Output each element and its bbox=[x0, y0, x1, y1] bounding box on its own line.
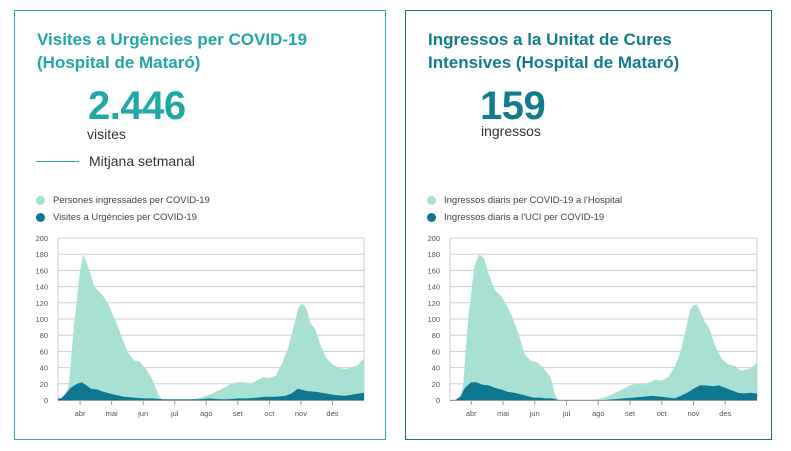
legend-item[interactable]: Visites a Urgències per COVID-19 bbox=[36, 209, 210, 226]
title-line-2: Intensives (Hospital de Mataró) bbox=[428, 53, 680, 72]
total-visits-value: 2.446 bbox=[88, 84, 186, 128]
x-tick-label: oct bbox=[657, 409, 668, 418]
y-tick-label: 200 bbox=[35, 234, 48, 243]
y-tick-label: 20 bbox=[432, 380, 440, 389]
y-tick-label: 160 bbox=[427, 266, 440, 275]
area-series-secondary bbox=[58, 382, 364, 400]
x-tick-label: set bbox=[625, 409, 636, 418]
legend-label: Ingressos diaris a l'UCI per COVID-19 bbox=[444, 212, 605, 223]
legend-dot-light-icon bbox=[427, 196, 436, 205]
y-tick-label: 60 bbox=[432, 347, 440, 356]
x-tick-label: jun bbox=[529, 409, 540, 418]
y-tick-label: 40 bbox=[40, 364, 48, 373]
legend-label: Ingressos diaris per COVID-19 a l'Hospit… bbox=[444, 195, 623, 206]
x-tick-label: oct bbox=[264, 409, 275, 418]
legend-label: Visites a Urgències per COVID-19 bbox=[53, 212, 197, 223]
y-tick-label: 140 bbox=[427, 283, 440, 292]
y-tick-label: 120 bbox=[35, 299, 48, 308]
x-tick-label: nov bbox=[295, 409, 307, 418]
x-tick-label: ago bbox=[592, 409, 605, 418]
x-tick-label: jul bbox=[562, 409, 571, 418]
legend-item[interactable]: Ingressos diaris per COVID-19 a l'Hospit… bbox=[427, 192, 622, 209]
x-tick-label: nov bbox=[687, 409, 699, 418]
x-tick-label: abr bbox=[75, 409, 86, 418]
weekly-average-legend: Mitjana setmanal bbox=[36, 153, 195, 169]
x-tick-label: mai bbox=[497, 409, 509, 418]
chart-legend: Persones ingressades per COVID-19 Visite… bbox=[36, 192, 210, 226]
y-tick-label: 80 bbox=[432, 331, 440, 340]
legend-item[interactable]: Ingressos diaris a l'UCI per COVID-19 bbox=[427, 209, 622, 226]
card-title: Visites a Urgències per COVID-19 (Hospit… bbox=[37, 28, 307, 74]
y-tick-label: 80 bbox=[40, 331, 48, 340]
title-line-2: (Hospital de Mataró) bbox=[37, 53, 201, 72]
y-tick-label: 180 bbox=[427, 250, 440, 259]
weekly-average-label: Mitjana setmanal bbox=[89, 153, 195, 169]
y-tick-label: 100 bbox=[35, 315, 48, 324]
y-tick-label: 160 bbox=[35, 266, 48, 275]
x-tick-label: des bbox=[326, 409, 338, 418]
y-tick-label: 100 bbox=[427, 315, 440, 324]
y-tick-label: 0 bbox=[436, 396, 440, 405]
legend-dot-light-icon bbox=[36, 196, 45, 205]
area-series-hospital bbox=[58, 254, 364, 400]
chart-legend: Ingressos diaris per COVID-19 a l'Hospit… bbox=[427, 192, 622, 226]
x-tick-label: mai bbox=[106, 409, 118, 418]
total-admissions-unit: ingressos bbox=[481, 123, 541, 139]
x-tick-label: jul bbox=[170, 409, 179, 418]
legend-label: Persones ingressades per COVID-19 bbox=[53, 195, 210, 206]
y-tick-label: 180 bbox=[35, 250, 48, 259]
y-tick-label: 40 bbox=[432, 364, 440, 373]
x-tick-label: jun bbox=[137, 409, 148, 418]
y-tick-label: 60 bbox=[40, 347, 48, 356]
legend-dot-dark-icon bbox=[36, 213, 45, 222]
y-tick-label: 20 bbox=[40, 380, 48, 389]
title-line-1: Visites a Urgències per COVID-19 bbox=[37, 30, 307, 49]
total-admissions-value: 159 bbox=[480, 84, 546, 128]
total-visits-unit: visites bbox=[87, 126, 126, 142]
legend-dot-dark-icon bbox=[427, 213, 436, 222]
y-tick-label: 0 bbox=[44, 396, 48, 405]
area-series-hospital bbox=[450, 254, 757, 400]
title-line-1: Ingressos a la Unitat de Cures bbox=[428, 30, 672, 49]
x-tick-label: ago bbox=[200, 409, 213, 418]
y-tick-label: 140 bbox=[35, 283, 48, 292]
x-tick-label: des bbox=[719, 409, 731, 418]
area-series-secondary bbox=[450, 382, 757, 400]
x-tick-label: abr bbox=[466, 409, 477, 418]
card-title: Ingressos a la Unitat de Cures Intensive… bbox=[428, 28, 679, 74]
y-tick-label: 200 bbox=[427, 234, 440, 243]
y-tick-label: 120 bbox=[427, 299, 440, 308]
average-line-swatch bbox=[36, 160, 79, 162]
x-tick-label: set bbox=[233, 409, 244, 418]
legend-item[interactable]: Persones ingressades per COVID-19 bbox=[36, 192, 210, 209]
